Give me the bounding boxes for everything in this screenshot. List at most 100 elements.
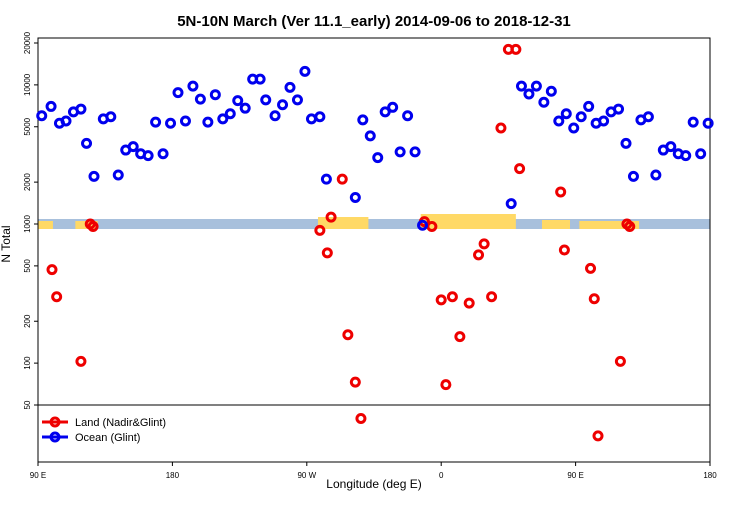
ocean-point [194, 93, 206, 105]
ocean-point [515, 80, 527, 92]
ocean-point [60, 115, 72, 127]
y-tick-label: 1000 [23, 215, 32, 233]
land-patch [38, 221, 53, 229]
ocean-point [172, 87, 184, 99]
data-points [36, 43, 714, 442]
ocean-point [157, 148, 169, 160]
ocean-point [545, 85, 557, 97]
ocean-point [702, 117, 714, 129]
ocean-point [402, 110, 414, 122]
x-tick-label: 90 E [30, 471, 46, 480]
ocean-point [105, 111, 117, 123]
ocean-point [142, 150, 154, 162]
ocean-point [45, 100, 57, 112]
land-point [349, 376, 361, 388]
land-point [478, 238, 490, 250]
y-tick-label: 10000 [23, 73, 32, 96]
x-tick-label: 90 E [567, 471, 583, 480]
ocean-point [642, 111, 654, 123]
y-axis-label: N Total [0, 225, 13, 262]
land-point [514, 163, 526, 175]
ocean-point [695, 148, 707, 160]
land-point [510, 43, 522, 55]
y-tick-label: 500 [23, 259, 32, 273]
ocean-point [598, 115, 610, 127]
ocean-point [260, 94, 272, 106]
land-point [87, 220, 99, 232]
land-point [585, 262, 597, 274]
land-point [495, 122, 507, 134]
ocean-point [179, 115, 191, 127]
y-tick-label: 100 [23, 356, 32, 370]
y-tick-label: 200 [23, 314, 32, 328]
x-axis-label: Longitude (deg E) [326, 477, 421, 491]
ocean-point [523, 88, 535, 100]
ocean-point [314, 111, 326, 123]
land-point [325, 211, 337, 223]
land-point [588, 293, 600, 305]
ocean-point [277, 99, 289, 111]
land-point [624, 220, 636, 232]
y-axis: 50 100 200 500 1000 2000 5000 10000 20000 [23, 31, 38, 409]
ocean-point [187, 80, 199, 92]
ocean-point [165, 117, 177, 129]
ocean-point [627, 170, 639, 182]
ocean-point [568, 122, 580, 134]
land-point [486, 291, 498, 303]
y-tick-label: 5000 [23, 117, 32, 135]
ocean-point [254, 73, 266, 85]
land-patch [318, 217, 369, 229]
land-patch [420, 214, 516, 229]
x-tick-label: 0 [439, 471, 444, 480]
x-tick-label: 90 W [297, 471, 316, 480]
legend: Land (Nadir&Glint) Ocean (Glint) [42, 416, 166, 444]
land-point [446, 291, 458, 303]
ocean-point [387, 101, 399, 113]
ocean-point [88, 170, 100, 182]
ocean-point [505, 198, 517, 210]
ocean-point [202, 116, 214, 128]
land-point [440, 379, 452, 391]
ocean-point [538, 96, 550, 108]
ocean-point [650, 169, 662, 181]
ocean-point [284, 81, 296, 93]
land-point [314, 224, 326, 236]
ocean-point [530, 80, 542, 92]
land-point [46, 264, 58, 276]
land-point [355, 412, 367, 424]
ocean-point [665, 141, 677, 153]
ocean-point [269, 110, 281, 122]
land-point [558, 244, 570, 256]
ocean-point [36, 110, 48, 122]
ocean-point [575, 111, 587, 123]
legend-label: Ocean (Glint) [75, 432, 140, 444]
ocean-point [112, 169, 124, 181]
y-tick-label: 2000 [23, 173, 32, 191]
ocean-point [81, 137, 93, 149]
ocean-point [620, 137, 632, 149]
x-axis: 90 E 180 90 W 0 90 E 180 [30, 462, 717, 480]
ocean-point [417, 219, 429, 231]
land-point [75, 355, 87, 367]
ocean-point [305, 113, 317, 125]
ocean-point [680, 150, 692, 162]
ocean-band [38, 219, 710, 229]
ocean-point [239, 102, 251, 114]
ocean-point [613, 103, 625, 115]
y-tick-label: 20000 [23, 31, 32, 54]
land-point [463, 297, 475, 309]
ocean-point [299, 65, 311, 77]
land-point [51, 291, 63, 303]
ocean-point [75, 103, 87, 115]
land-point [454, 331, 466, 343]
x-tick-label: 180 [703, 471, 717, 480]
ocean-point [320, 173, 332, 185]
ocean-point [364, 130, 376, 142]
ocean-point [349, 192, 361, 204]
land-point [614, 355, 626, 367]
land-patch [579, 221, 640, 229]
land-point [592, 430, 604, 442]
land-point [555, 186, 567, 198]
